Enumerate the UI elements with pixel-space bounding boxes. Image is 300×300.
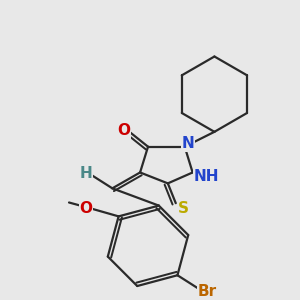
Text: S: S [178, 201, 189, 216]
Text: NH: NH [194, 169, 219, 184]
Text: Br: Br [198, 284, 217, 298]
Text: N: N [181, 136, 194, 151]
Text: H: H [79, 166, 92, 181]
Text: O: O [118, 123, 131, 138]
Text: O: O [80, 201, 92, 216]
